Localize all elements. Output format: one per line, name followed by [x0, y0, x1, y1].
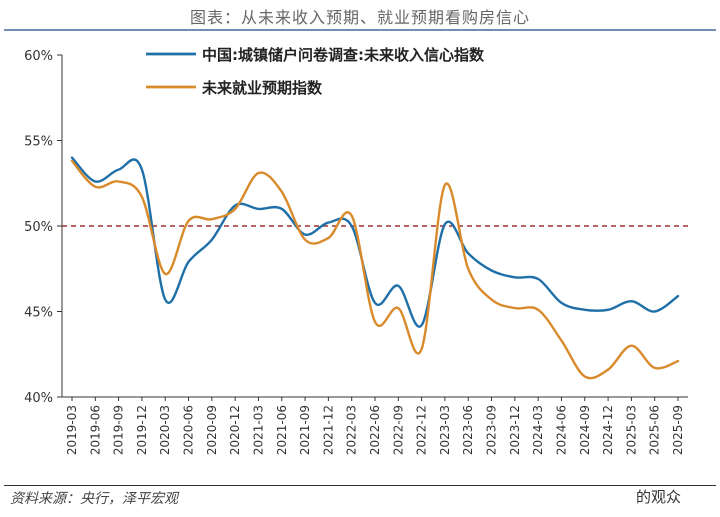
x-tick-label: 2021-09	[298, 405, 312, 455]
y-tick-label: 50%	[24, 220, 53, 235]
footer-divider	[4, 485, 716, 486]
x-tick-label: 2021-12	[321, 405, 335, 455]
legend-item-employment-label: 未来就业预期指数	[201, 79, 323, 97]
x-tick-label: 2020-12	[228, 405, 242, 455]
page-title: 图表：从未来收入预期、就业预期看购房信心	[189, 8, 530, 27]
x-tick-label: 2020-06	[182, 405, 196, 455]
y-tick-label: 60%	[24, 49, 53, 64]
x-tick-label: 2023-09	[485, 405, 499, 455]
series-layer	[70, 156, 680, 380]
x-tick-label: 2019-03	[65, 405, 79, 455]
x-tick-label: 2025-06	[648, 405, 662, 455]
x-tick-label: 2023-12	[508, 405, 522, 455]
y-tick-label: 40%	[24, 391, 53, 406]
x-tick-label: 2019-12	[135, 405, 149, 455]
axes-layer: 40% 45% 50% 55% 60% 2019-03 2019-06 2019-09 2019…	[24, 49, 688, 455]
x-tick-label: 2020-03	[158, 405, 172, 455]
x-tick-label: 2023-06	[461, 405, 475, 455]
source-note: 资料来源：央行，泽平宏观	[10, 491, 178, 507]
x-tick-label: 2023-03	[438, 405, 452, 455]
title-divider	[4, 29, 716, 31]
x-tick-label: 2020-09	[205, 405, 219, 455]
line-chart: 40% 45% 50% 55% 60% 2019-03 2019-06 2019-09 2019…	[24, 46, 688, 455]
x-tick-label: 2024-03	[531, 405, 545, 455]
x-tick-label: 2022-12	[415, 405, 429, 455]
y-tick-label: 55%	[24, 135, 53, 150]
chart-container: 40% 45% 50% 55% 60% 2019-03 2019-06 2019-09 2019…	[0, 32, 720, 482]
x-tick-label: 2022-09	[391, 405, 405, 455]
x-tick-label: 2019-09	[112, 405, 126, 455]
income-series-line	[70, 156, 680, 328]
x-tick-label: 2022-06	[368, 405, 382, 455]
x-tick-label: 2025-03	[624, 405, 638, 455]
x-tick-label: 2021-03	[251, 405, 265, 455]
x-tick-label: 2025-09	[671, 405, 685, 455]
y-tick-label: 45%	[24, 306, 53, 321]
x-tick-label: 2024-09	[578, 405, 592, 455]
x-tick-label: 2022-03	[345, 405, 359, 455]
x-tick-label: 2024-12	[601, 405, 615, 455]
x-tick-label: 2024-06	[554, 405, 568, 455]
watermark: 的观众	[636, 488, 682, 506]
x-tick-label: 2019-06	[88, 405, 102, 455]
employment-series-line	[70, 159, 680, 380]
x-tick-label: 2021-06	[275, 405, 289, 455]
legend-item-income-label: 中国:城镇储户问卷调查:未来收入信心指数	[202, 46, 485, 64]
